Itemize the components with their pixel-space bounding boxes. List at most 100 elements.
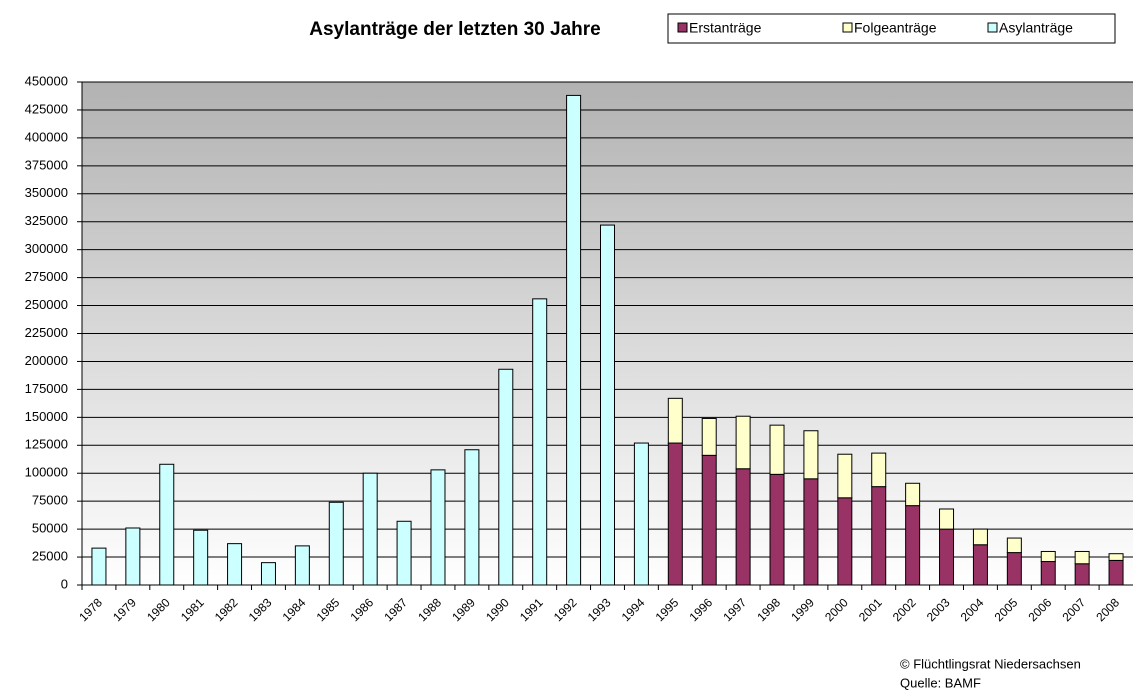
- x-tick-label: 1995: [653, 595, 682, 624]
- y-tick-label: 225000: [25, 325, 68, 340]
- x-tick-label: 1990: [483, 595, 512, 624]
- x-tick-label: 2007: [1059, 595, 1088, 624]
- x-tick-label: 2004: [958, 595, 987, 624]
- bar-segment: [464, 449, 480, 586]
- y-tick-label: 75000: [32, 493, 68, 508]
- bar-segment: [193, 529, 209, 586]
- x-tick-label: 1978: [76, 595, 105, 624]
- y-tick-label: 325000: [25, 213, 68, 228]
- bar-segment: [939, 528, 955, 586]
- bar-segment: [498, 368, 514, 586]
- bar-segment: [600, 224, 615, 586]
- bar-segment: [430, 469, 446, 586]
- x-tick-label: 1987: [381, 595, 410, 624]
- bar-segment: [905, 482, 921, 507]
- x-tick-label: 1989: [449, 595, 478, 624]
- legend-swatch: [677, 22, 688, 33]
- x-tick-label: 1982: [212, 595, 241, 624]
- bar-segment: [1108, 559, 1124, 586]
- bar-segment: [1006, 537, 1022, 554]
- bar-segment: [735, 415, 751, 470]
- bar-segment: [871, 486, 887, 586]
- x-tick-label: 1984: [280, 595, 309, 624]
- bar-segment: [125, 527, 141, 586]
- y-tick-label: 400000: [25, 129, 68, 144]
- y-tick-label: 425000: [25, 101, 68, 116]
- legend-swatch: [987, 22, 998, 33]
- x-tick-label: 2000: [822, 595, 851, 624]
- bar-segment: [905, 505, 921, 586]
- bar-segment: [667, 397, 683, 444]
- footer: © Flüchtlingsrat Niedersachsen: [900, 656, 1081, 671]
- x-tick-label: 1997: [720, 595, 749, 624]
- bar-segment: [532, 298, 548, 586]
- x-tick-label: 1999: [788, 595, 817, 624]
- x-tick-label: 1992: [551, 595, 580, 624]
- bar-segment: [566, 94, 582, 586]
- legend-label: Asylanträge: [999, 20, 1073, 36]
- bar-segment: [735, 468, 751, 586]
- bar-segment: [972, 544, 988, 586]
- x-tick-label: 2002: [890, 595, 919, 624]
- bar-segment: [701, 454, 717, 586]
- x-tick-label: 1979: [110, 595, 139, 624]
- bar-segment: [837, 497, 853, 586]
- x-tick-label: 1988: [415, 595, 444, 624]
- y-tick-label: 300000: [25, 241, 68, 256]
- bar-segment: [1108, 553, 1124, 561]
- legend: [667, 13, 1116, 44]
- bar-segment: [633, 442, 649, 586]
- y-tick-label: 175000: [25, 381, 68, 396]
- bar-segment: [328, 501, 344, 586]
- bar-segment: [769, 473, 785, 586]
- bar-segment: [803, 430, 819, 480]
- y-tick-label: 150000: [25, 409, 68, 424]
- x-tick-label: 2008: [1093, 595, 1122, 624]
- x-tick-label: 1994: [619, 595, 648, 624]
- legend-label: Erstanträge: [689, 20, 762, 36]
- x-tick-label: 1998: [754, 595, 783, 624]
- legend-swatch: [842, 22, 853, 33]
- bar-segment: [227, 543, 243, 586]
- y-tick-label: 350000: [25, 185, 68, 200]
- x-tick-label: 1980: [144, 595, 173, 624]
- y-tick-label: 125000: [25, 437, 68, 452]
- bar-segment: [1074, 563, 1090, 586]
- bar-segment: [837, 453, 853, 499]
- x-tick-label: 2005: [992, 595, 1021, 624]
- bar-segment: [769, 424, 785, 475]
- y-tick-label: 450000: [25, 73, 68, 88]
- x-tick-label: 1981: [178, 595, 207, 624]
- bar-segment: [1040, 561, 1056, 586]
- x-tick-label: 1991: [517, 595, 546, 624]
- chart-title: Asylanträge der letzten 30 Jahre: [309, 19, 600, 40]
- bar-segment: [667, 442, 683, 586]
- bar-segment: [91, 547, 107, 586]
- x-tick-label: 1986: [347, 595, 376, 624]
- bar-segment: [396, 520, 412, 586]
- bar-segment: [972, 528, 988, 546]
- x-tick-label: 1993: [585, 595, 614, 624]
- bar-segment: [362, 472, 378, 586]
- bar-segment: [939, 508, 955, 530]
- bar-segment: [803, 478, 819, 586]
- y-tick-label: 250000: [25, 297, 68, 312]
- bar-segment: [701, 417, 717, 456]
- y-tick-label: 375000: [25, 157, 68, 172]
- y-tick-label: 275000: [25, 269, 68, 284]
- bar-segment: [294, 545, 310, 586]
- x-tick-label: 1983: [246, 595, 275, 624]
- y-tick-label: 100000: [25, 465, 68, 480]
- bar-segment: [1006, 552, 1022, 586]
- bar-segment: [871, 452, 887, 488]
- y-tick-label: 50000: [32, 521, 68, 536]
- bar-segment: [1074, 550, 1090, 565]
- y-tick-label: 0: [61, 576, 68, 591]
- y-tick-label: 25000: [32, 548, 68, 563]
- footer: Quelle: BAMF: [900, 675, 981, 690]
- x-tick-label: 2001: [856, 595, 885, 624]
- x-tick-label: 2006: [1026, 595, 1055, 624]
- bar-segment: [1040, 550, 1056, 563]
- bar-segment: [260, 562, 276, 586]
- legend-label: Folgeanträge: [854, 20, 937, 36]
